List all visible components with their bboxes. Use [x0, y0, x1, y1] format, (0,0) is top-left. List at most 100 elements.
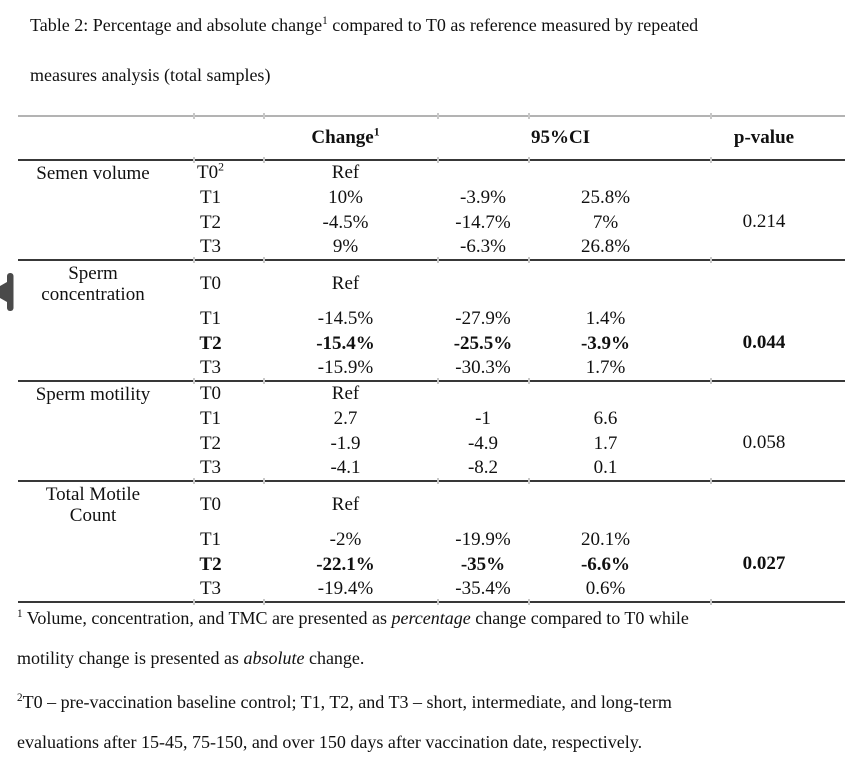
ci-low-cell: -30.3% [455, 357, 511, 378]
footnote-marker-2: 2 [17, 692, 23, 704]
change-cell: Ref [331, 162, 360, 183]
change-cell: -19.4% [317, 578, 374, 599]
table-row: T3 -4.1 -8.2 0.1 [18, 456, 845, 481]
timepoint-cell: T3 [199, 357, 222, 378]
section-sperm-concentration: Sperm concentration T0 Ref T1 -14.5% -27… [18, 260, 845, 381]
footnote-2: 2T0 – pre-vaccination baseline control; … [17, 682, 845, 762]
ci-low-cell: -25.5% [453, 332, 513, 354]
ci-low-cell: -27.9% [455, 307, 511, 329]
rule-tick [437, 599, 439, 605]
timepoint-cell: T2 [199, 211, 222, 233]
change-cell: 10% [328, 186, 363, 208]
change-cell: Ref [331, 493, 360, 515]
table-row: Sperm concentration T0 Ref [18, 260, 845, 306]
change-cell: -14.5% [317, 307, 374, 329]
ci-high-cell [528, 381, 683, 406]
change-cell: -22.1% [316, 553, 375, 575]
rule-tick [437, 113, 439, 119]
rule-tick [528, 378, 530, 384]
ci-high-cell: 20.1% [580, 528, 631, 550]
ci-low-cell: -35.4% [455, 578, 511, 599]
timepoint-cell: T2 [199, 432, 222, 454]
rule-tick [437, 378, 439, 384]
header-empty-param [18, 116, 168, 160]
parameter-name: Semen volume [36, 163, 150, 184]
change-cell: -1.9 [330, 432, 361, 454]
table-row: T3 9% -6.3% 26.8% [18, 235, 845, 260]
column-header-change: Change1 [311, 125, 380, 148]
table-row: Sperm motility T0 Ref [18, 381, 845, 406]
rule-tick [528, 113, 530, 119]
table-row: Semen volume T02 Ref [18, 160, 845, 185]
ci-low-cell: -6.3% [460, 236, 506, 257]
p-value-cell [683, 481, 845, 527]
ci-high-cell: -6.6% [580, 553, 631, 575]
rule-tick [193, 378, 195, 384]
section-sperm-motility: Sperm motility T0 Ref T1 2.7 -1 6.6 0.05… [18, 381, 845, 481]
timepoint-cell: T3 [199, 236, 222, 257]
rule-tick [528, 478, 530, 484]
rule-tick [263, 113, 265, 119]
rule-tick [263, 157, 265, 163]
footnote-ref-1: 1 [373, 125, 380, 139]
ci-low-cell [438, 481, 528, 527]
ci-low-cell: -3.9% [460, 186, 506, 208]
section-total-motile-count: Total Motile Count T0 Ref T1 -2% -19.9% … [18, 481, 845, 602]
p-value-cell [683, 260, 845, 306]
table-row: T1 10% -3.9% 25.8% 0.214 [18, 185, 845, 233]
rule-tick [193, 113, 195, 119]
ci-low-cell: -1 [475, 407, 491, 429]
table-caption-line2: measures analysis (total samples) [30, 65, 271, 85]
table-row: T2 -1.9 -4.9 1.7 [18, 431, 845, 456]
rule-tick [263, 378, 265, 384]
footnote-1: 1 Volume, concentration, and TMC are pre… [17, 598, 845, 678]
rule-tick [193, 478, 195, 484]
change-cell: Ref [331, 272, 360, 294]
table-row: T2 -4.5% -14.7% 7% [18, 210, 845, 235]
rule-tick [193, 257, 195, 263]
timepoint-cell: T02 [197, 160, 224, 183]
ci-low-cell: -14.7% [455, 211, 511, 233]
rule-tick [710, 599, 712, 605]
footnote-marker-1: 1 [17, 608, 23, 620]
timepoint-cell: T1 [199, 186, 222, 208]
section-semen-volume: Semen volume T02 Ref T1 10% -3.9% 25.8% … [18, 160, 845, 260]
ci-high-cell: 26.8% [580, 236, 631, 257]
timepoint-cell: T1 [199, 528, 222, 550]
timepoint-cell: T0 [199, 493, 222, 515]
ci-high-cell [528, 260, 683, 306]
table-row: T2 -22.1% -35% -6.6% [18, 552, 845, 577]
ci-low-cell: -35% [460, 553, 506, 575]
table-row: T1 -2% -19.9% 20.1% 0.027 [18, 527, 845, 575]
header-row: Change1 95%CI p-value [18, 116, 845, 160]
parameter-name: Sperm motility [35, 384, 151, 405]
timepoint-cell: T0 [199, 272, 222, 294]
rule-tick [263, 257, 265, 263]
timepoint-cell: T2 [199, 553, 222, 575]
change-cell: -4.1 [330, 457, 361, 478]
column-header-pvalue: p-value [733, 127, 795, 148]
change-cell: -15.4% [316, 332, 375, 354]
column-header-ci: 95%CI [530, 127, 591, 148]
rule-tick [710, 478, 712, 484]
rule-tick [193, 157, 195, 163]
ci-low-cell: -4.9 [467, 432, 499, 454]
ci-low-cell: -19.9% [455, 528, 511, 550]
ci-low-cell [438, 260, 528, 306]
rule-tick [437, 478, 439, 484]
rule-tick [710, 113, 712, 119]
change-cell: 9% [332, 236, 359, 257]
timepoint-cell: T3 [199, 457, 222, 478]
ci-high-cell [528, 160, 683, 185]
table-caption-line1: Table 2: Percentage and absolute change1… [30, 15, 699, 35]
change-cell: -4.5% [322, 211, 369, 233]
rule-tick [528, 257, 530, 263]
p-value-cell: 0.027 [742, 553, 786, 574]
ci-high-cell: 1.7 [593, 432, 618, 454]
footnote-1-line2: motility change is presented as absolute… [17, 648, 365, 668]
ci-high-cell [528, 481, 683, 527]
timepoint-cell: T1 [199, 307, 222, 329]
timepoint-cell: T2 [199, 332, 222, 354]
change-cell: Ref [331, 383, 360, 404]
table-row: Total Motile Count T0 Ref [18, 481, 845, 527]
